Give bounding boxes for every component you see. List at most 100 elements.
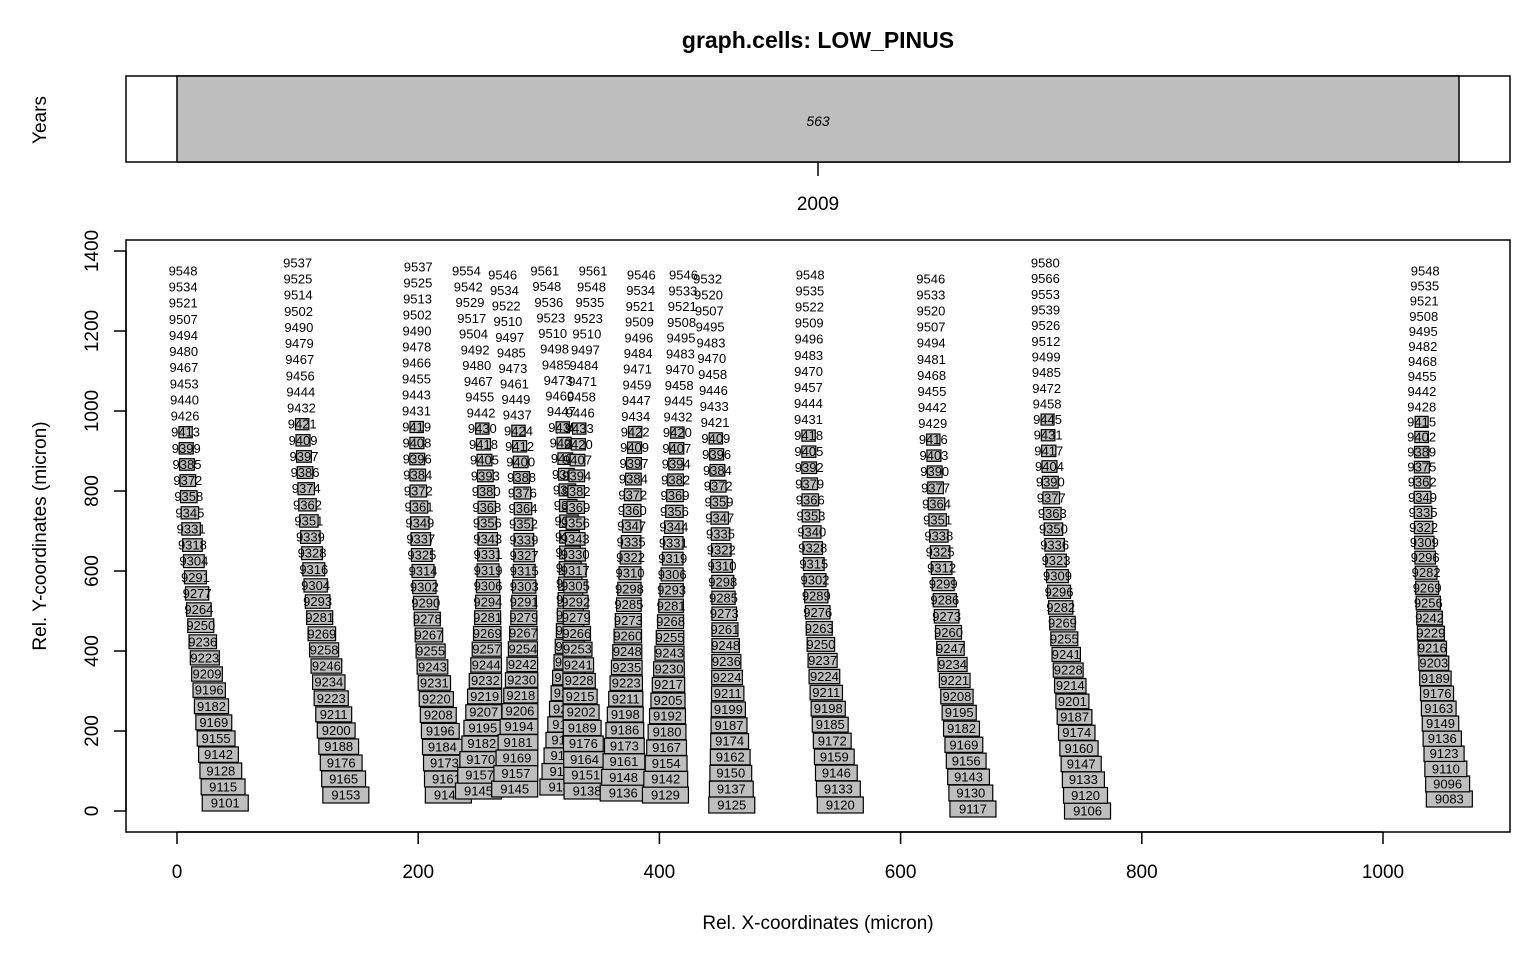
cell-box: [193, 698, 230, 715]
cell-marker: 9534: [626, 283, 655, 298]
cell-id-label: 9480: [169, 344, 198, 359]
cell-id-label: 9294: [473, 594, 502, 609]
cell-marker: 9412: [505, 439, 534, 454]
cell-id-label: 9377: [1037, 490, 1066, 505]
cell-id-label: 9330: [561, 547, 590, 562]
cell-box: [613, 628, 643, 644]
cell-marker: 9120: [1062, 786, 1109, 804]
cell-marker: 9211: [710, 685, 745, 702]
cell-box: [295, 434, 311, 447]
cell-marker: 9509: [795, 316, 824, 331]
cell-box: [1414, 415, 1429, 428]
cell-marker: 9356: [473, 516, 502, 531]
cell-marker: 9468: [917, 368, 946, 383]
cell-id-label: 9498: [540, 342, 569, 357]
cell-id-label: 9236: [712, 654, 741, 669]
cell-id-label: 9255: [416, 644, 445, 659]
y-tick-label: 0: [82, 806, 103, 817]
cell-marker: 9281: [305, 610, 334, 625]
cell-marker: 9125: [708, 796, 756, 814]
cell-id-label: 9535: [795, 284, 824, 299]
cell-id-label: 9470: [794, 364, 823, 379]
cell-marker: 9521: [169, 296, 198, 311]
cell-id-label: 9529: [456, 295, 485, 310]
cell-id-label: 9281: [657, 598, 686, 613]
cell-marker: 9495: [1409, 324, 1438, 339]
cell-box: [412, 579, 437, 595]
cell-box: [625, 456, 642, 470]
cell-marker: 9479: [285, 336, 314, 351]
cell-box: [409, 436, 425, 450]
y-tick-label: 800: [82, 475, 103, 507]
cell-id-label: 9192: [653, 709, 682, 724]
cell-marker: 9232: [468, 672, 503, 689]
cell-id-label: 9169: [199, 715, 228, 730]
cell-marker: 9148: [601, 768, 647, 786]
cell-marker: 9110: [1424, 760, 1468, 778]
cell-marker: 9458: [698, 367, 727, 382]
cell-id-label: 9096: [1433, 776, 1462, 791]
cell-id-label: 9298: [708, 574, 737, 589]
cell-id-label: 9415: [1407, 414, 1436, 429]
cell-id-label: 9234: [938, 657, 967, 672]
cell-id-label: 9267: [414, 628, 443, 643]
cell-box: [709, 448, 725, 461]
cell-id-label: 9292: [561, 594, 590, 609]
cell-id-label: 9405: [794, 444, 823, 459]
cell-marker: 9388: [507, 470, 536, 485]
cell-marker: 9416: [919, 432, 948, 447]
cell-box: [710, 733, 750, 750]
cell-marker: 9202: [562, 704, 600, 721]
cell-id-label: 9244: [472, 657, 501, 672]
cell-marker: 9444: [794, 396, 823, 411]
cell-id-label: 9279: [509, 610, 538, 625]
cell-marker: 9368: [472, 500, 501, 515]
cell-box: [409, 452, 426, 466]
cell-box: [196, 730, 236, 747]
cell-id-label: 9420: [663, 425, 692, 440]
y-axis-title: Rel. Y-coordinates (micron): [30, 421, 51, 650]
cell-marker: 9546: [669, 268, 698, 283]
cell-box: [511, 424, 526, 437]
cell-id-label: 9327: [510, 548, 539, 563]
cell-id-label: 9335: [617, 534, 646, 549]
cell-id-label: 9509: [625, 315, 654, 330]
cell-id-label: 9522: [795, 300, 824, 315]
cell-marker: 9561: [530, 264, 559, 279]
cell-marker: 9174: [1057, 724, 1096, 741]
cell-box: [1414, 430, 1430, 444]
cell-id-label: 9369: [561, 500, 590, 515]
cell-marker: 9325: [926, 545, 955, 560]
cell-id-label: 9146: [822, 765, 851, 780]
cell-box: [615, 597, 642, 612]
cell-id-label: 9340: [797, 524, 826, 539]
cell-id-label: 9182: [197, 699, 226, 714]
cell-id-label: 9429: [918, 416, 947, 431]
cell-id-label: 9260: [934, 625, 963, 640]
cell-marker: 9364: [509, 501, 538, 516]
cell-marker: 9319: [658, 551, 687, 566]
cell-id-label: 9409: [289, 433, 318, 448]
cell-id-label: 9219: [470, 689, 499, 704]
cell-marker: 9189: [1419, 670, 1452, 687]
cell-marker: 9327: [510, 548, 539, 563]
cell-box: [409, 500, 429, 514]
cell-id-label: 9208: [424, 708, 453, 723]
cell-box: [810, 700, 846, 717]
cell-marker: 9255: [656, 629, 684, 645]
cell-marker: 9195: [463, 719, 503, 737]
cell-marker: 9196: [420, 722, 460, 740]
cell-box: [1043, 522, 1064, 536]
cell-box: [1040, 413, 1055, 426]
cell-marker: 9267: [414, 627, 443, 643]
cell-id-label: 9148: [609, 770, 638, 785]
cell-id-label: 9268: [656, 614, 685, 629]
cell-marker: 9356: [561, 516, 590, 531]
cell-box: [513, 486, 532, 500]
cell-marker: 9221: [938, 672, 971, 689]
cell-id-label: 9243: [655, 646, 684, 661]
cell-marker: 9536: [534, 295, 563, 310]
cell-box: [189, 650, 220, 666]
cell-marker: 9157: [457, 766, 503, 784]
cell-id-label: 9206: [505, 704, 534, 719]
